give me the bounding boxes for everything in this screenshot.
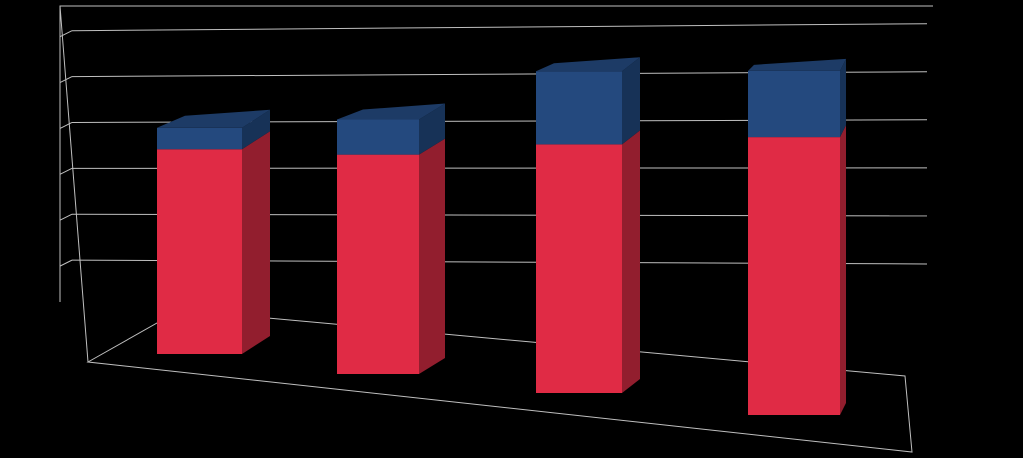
bar-segment <box>536 144 622 393</box>
gridline-tick <box>59 259 73 267</box>
bar-segment <box>748 137 840 415</box>
gridline-tick <box>59 122 73 129</box>
bar-top <box>157 109 270 128</box>
bar-segment <box>157 149 242 354</box>
side-wall-edge <box>59 5 89 363</box>
bar-side <box>242 109 270 150</box>
floor-plane <box>86 309 913 453</box>
gridline <box>71 23 928 32</box>
bar-segment <box>157 127 242 150</box>
gridline-tick <box>59 213 73 221</box>
gridline-tick <box>59 167 73 175</box>
bar-segment <box>748 70 840 138</box>
bar-side <box>242 131 270 354</box>
bar-side <box>419 103 445 155</box>
bar-segment <box>337 154 419 374</box>
bar-side <box>622 130 640 393</box>
bar-side <box>419 138 445 374</box>
bar-side <box>840 58 846 138</box>
bar-layer <box>157 57 846 415</box>
bar-side <box>622 57 640 145</box>
bar-top <box>536 57 640 72</box>
bar-segment <box>337 119 419 155</box>
bar-side <box>840 125 846 415</box>
bar-segment <box>536 71 622 145</box>
bar-top <box>337 103 445 120</box>
bar-top <box>748 58 846 71</box>
